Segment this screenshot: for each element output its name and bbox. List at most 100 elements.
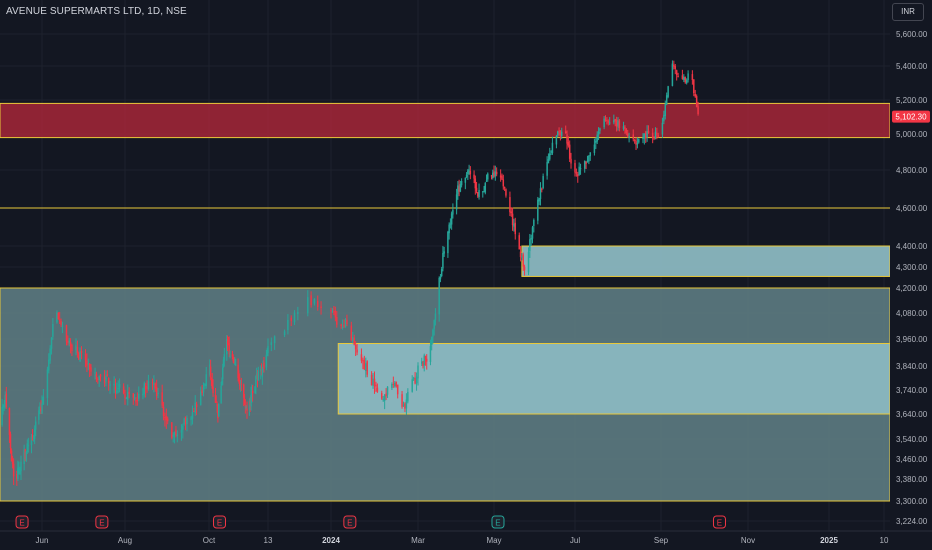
candle-down [681,75,684,80]
candle-up [113,383,115,386]
candle-up [482,191,484,193]
candle-down [385,393,387,397]
candle-down [336,316,338,325]
candle-down [263,362,265,369]
candle-up [478,189,480,198]
supply-zone [0,102,891,139]
earnings-marker: E [343,515,357,529]
last-price-badge [892,110,930,123]
candle-up [49,348,51,361]
candle-down [99,374,102,377]
time-axis[interactable]: Jun Aug Oct 13 2024 Mar May Jul Sep Nov 2025 10 [0,530,932,545]
candle-up [432,329,434,337]
candle-up [254,386,256,394]
candle-down [5,393,8,407]
candle-down [503,186,506,188]
candle-down [401,394,403,407]
candle-down [95,373,98,380]
candle-up [687,73,689,81]
candle-down [502,179,505,187]
candle-up [391,384,393,388]
candle-down [657,135,659,137]
candle-down [523,266,526,271]
price-tick-label: 3,224.00 [896,517,928,526]
candle-up [599,128,601,131]
candle-up [19,468,21,471]
candle-down [607,121,610,123]
candle-up [143,383,146,395]
candle-up [492,172,494,179]
candle-up [176,434,179,437]
candle-up [248,401,251,411]
price-axis[interactable]: 5,600.00 5,400.00 5,200.00 5,000.00 4,800.00… [890,0,932,550]
candle-down [575,172,578,174]
earnings-label: E [495,519,500,528]
candle-down [366,361,368,375]
candle-up [685,80,688,84]
candle-up [341,326,344,328]
candle-down [635,140,637,145]
candle-up [229,355,231,357]
candle-down [618,120,621,128]
candle-up [583,160,586,169]
candle-down [162,406,165,416]
candle-up [487,173,489,180]
candle-down [316,301,319,308]
earnings-label: E [217,519,222,528]
candle-up [173,431,176,436]
candle-down [31,434,34,441]
candle-up [68,340,70,344]
candle-down [132,393,135,398]
candle-up [127,392,129,400]
candle-down [632,134,635,140]
candle-down [477,192,479,197]
candle-down [511,213,514,226]
candle-down [675,70,678,75]
candle-down [574,163,576,173]
candle-up [530,238,532,240]
candle-up [109,384,111,386]
candle-up [372,378,374,386]
candle-up [549,153,551,160]
price-tick-label: 3,740.00 [896,386,928,395]
time-tick-label: May [486,536,501,545]
candle-up [468,169,470,171]
candle-down [107,378,110,384]
candle-up [265,354,268,368]
candle-up [542,176,544,188]
candle-down [604,120,607,122]
candle-down [184,416,187,425]
candle-up [182,425,184,430]
candle-down [474,178,477,189]
candle-down [128,391,130,395]
candle-up [209,364,211,375]
candle-up [484,182,487,193]
candle-up [234,363,236,365]
candle-up [465,174,468,178]
candle-up [267,346,269,354]
candle-down [510,211,513,214]
candle-up [643,133,646,139]
candle-up [50,337,53,349]
candle-down [566,134,568,144]
candle-down [146,387,148,389]
candle-down [559,130,562,136]
candle-down [114,386,117,391]
candle-up [485,180,488,182]
candle-up [547,159,550,164]
candle-up [191,411,194,419]
candle-up [646,130,648,137]
candle-up [205,374,207,387]
candle-down [333,311,335,313]
candle-up [352,337,354,342]
candle-down [90,367,92,372]
candle-down [161,392,163,406]
candle-down [151,382,154,384]
candle-down [633,139,636,141]
candle-up [194,402,196,413]
candle-down [40,407,42,412]
currency-button[interactable]: INR [892,3,924,21]
candle-up [417,365,419,379]
